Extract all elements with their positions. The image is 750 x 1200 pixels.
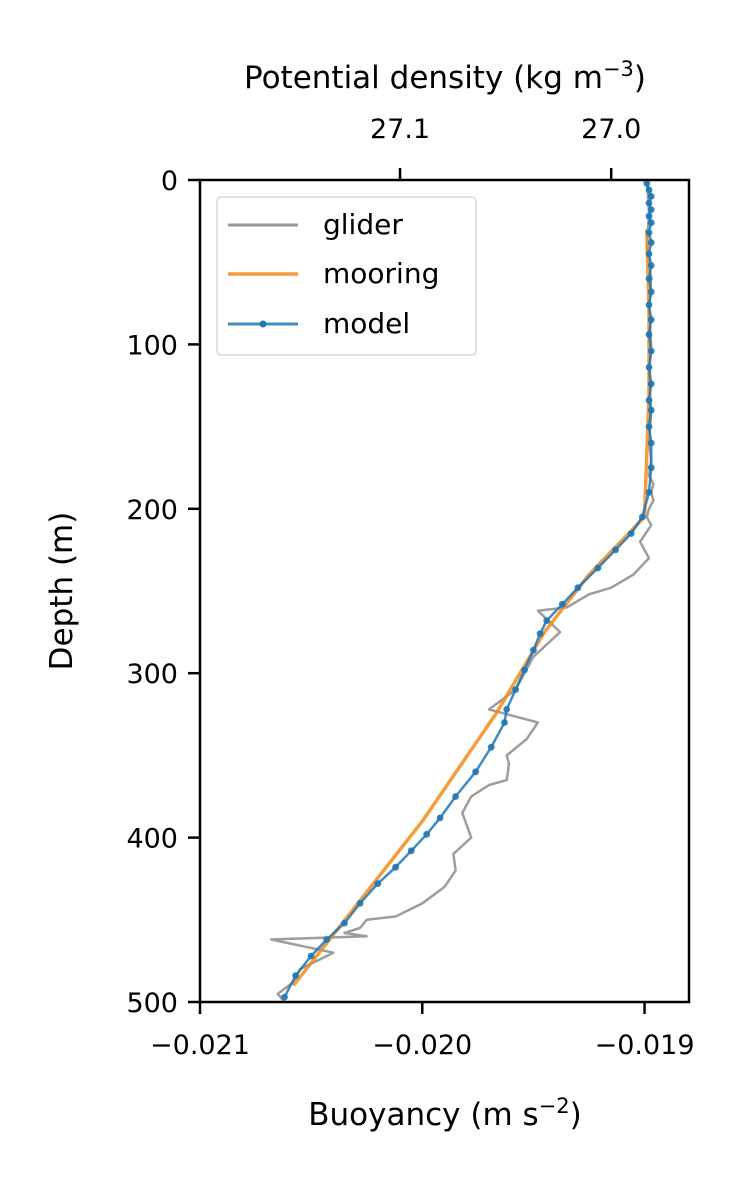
series-layer (269, 179, 655, 1003)
model-point (487, 743, 495, 751)
model-point (647, 464, 655, 472)
model-point (647, 406, 655, 414)
model-point (647, 288, 655, 296)
model-point (503, 706, 511, 713)
y-axis-label: Depth (m) (44, 512, 80, 671)
y-tick-label: 200 (126, 495, 178, 526)
y-tick-label: 300 (126, 659, 178, 690)
y-tick-label: 400 (126, 824, 178, 855)
model-point (423, 830, 431, 838)
model-point (645, 489, 653, 496)
legend-label-model: model (323, 307, 410, 340)
model-point (645, 423, 653, 430)
model-point (647, 239, 655, 246)
legend-marker-model (259, 320, 267, 328)
model-point (647, 219, 655, 227)
model-point (647, 439, 655, 447)
model-point (645, 275, 653, 282)
x-tick-label: −0.021 (150, 1030, 250, 1061)
model-point (374, 880, 382, 887)
ticks-layer: −0.021 −0.020 −0.019 0 100 200 300 400 500 27.1 27… (126, 114, 694, 1061)
model-point (647, 262, 655, 269)
model-point (643, 179, 651, 187)
model-point (472, 768, 479, 776)
model-point (574, 584, 582, 592)
model-point (647, 380, 655, 388)
model-point (543, 617, 551, 624)
model-point (645, 396, 653, 404)
model-point (647, 206, 655, 214)
model-point (647, 347, 655, 355)
top-axis-label: Potential density (kg m−3) (244, 57, 646, 96)
model-point (307, 952, 315, 960)
model-point (558, 600, 566, 608)
model-point (594, 564, 602, 572)
model-point (521, 666, 528, 674)
model-point (501, 719, 508, 726)
top-tick-label: 27.1 (370, 114, 430, 145)
x-tick-label: −0.020 (372, 1030, 472, 1061)
model-point (645, 250, 653, 258)
series-line-model (283, 182, 653, 998)
model-point (407, 847, 415, 855)
model-point (627, 530, 635, 537)
plot-frame (198, 178, 691, 1004)
model-point (530, 646, 537, 654)
y-tick-label: 100 (126, 330, 178, 361)
x-axis-label: Buoyancy (m s−2) (308, 1094, 582, 1133)
model-point (647, 316, 655, 324)
model-point (645, 199, 653, 207)
model-point (341, 919, 348, 927)
model-point (645, 364, 653, 371)
model-point (392, 863, 399, 871)
y-tick-label: 500 (126, 988, 178, 1019)
legend-label-glider: glider (323, 208, 403, 241)
top-tick-label: 27.0 (581, 114, 641, 145)
model-point (436, 814, 444, 822)
model-point (645, 186, 653, 194)
model-point (323, 936, 331, 943)
legend-box (216, 196, 477, 356)
legend-label-mooring: mooring (323, 257, 439, 290)
model-point (638, 513, 646, 521)
model-point (645, 331, 653, 338)
model-point (356, 900, 364, 907)
y-tick-label: 0 (161, 166, 178, 197)
model-point (645, 229, 653, 237)
model-point (452, 793, 459, 800)
model-point (645, 301, 653, 309)
model-point (612, 546, 619, 554)
model-point (647, 193, 655, 200)
model-point (536, 630, 544, 638)
legend: glider mooring model (216, 196, 477, 356)
model-point (645, 212, 653, 220)
model-point (292, 972, 299, 980)
model-point (281, 993, 288, 1001)
model-point (512, 686, 519, 693)
x-tick-label: −0.019 (595, 1030, 695, 1061)
